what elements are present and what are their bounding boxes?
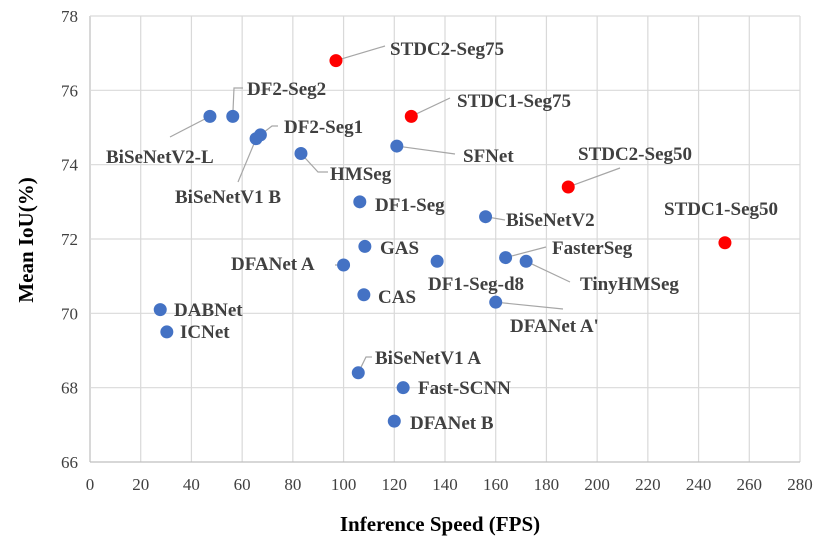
leader-line [300, 153, 328, 173]
data-label: BiSeNetV1 A [375, 348, 481, 369]
x-tick-label: 140 [432, 475, 458, 494]
data-point [430, 254, 444, 268]
data-label: STDC1-Seg75 [457, 91, 571, 112]
point-labels: STDC2-Seg75 STDC1-Seg75 STDC2-Seg50 STDC1-S… [106, 39, 778, 434]
data-point [337, 258, 351, 272]
data-label: DABNet [174, 300, 243, 321]
data-point [519, 254, 533, 268]
data-label: DF1-Seg-d8 [428, 274, 524, 295]
x-tick-label: 160 [483, 475, 509, 494]
data-point [249, 132, 263, 146]
data-point [489, 295, 503, 309]
data-point [353, 195, 367, 209]
x-tick-label: 40 [183, 475, 200, 494]
x-axis-title: Inference Speed (FPS) [340, 512, 540, 536]
data-label: DFANet A' [510, 316, 599, 337]
data-point [357, 288, 371, 302]
data-label: ICNet [180, 322, 230, 343]
leader-line [237, 138, 257, 183]
leader-line [396, 145, 456, 155]
y-tick-label: 74 [61, 156, 79, 175]
leader-line [505, 246, 547, 259]
data-label: CAS [378, 287, 416, 308]
data-point [390, 139, 404, 153]
data-point [294, 147, 308, 161]
leader-line [411, 97, 451, 117]
data-label: DFANet B [410, 413, 494, 434]
x-tick-label: 220 [635, 475, 661, 494]
y-tick-label: 72 [61, 230, 78, 249]
data-label: DFANet A [231, 254, 315, 275]
data-point [479, 210, 493, 224]
data-point [203, 109, 217, 123]
x-tick-label: 20 [132, 475, 149, 494]
data-label: STDC2-Seg50 [578, 144, 692, 165]
data-label: BiSeNetV2-L [106, 147, 214, 168]
y-tick-label: 78 [61, 7, 78, 26]
data-label: STDC1-Seg50 [664, 199, 778, 220]
y-tick-label: 70 [61, 304, 78, 323]
data-point [718, 236, 732, 250]
data-point [329, 54, 343, 68]
data-label: BiSeNetV2 [506, 210, 595, 231]
x-tick-label: 180 [534, 475, 560, 494]
data-point [404, 109, 418, 123]
x-tick-label: 240 [686, 475, 712, 494]
data-label: DF2-Seg1 [284, 117, 363, 138]
x-tick-label: 260 [737, 475, 763, 494]
data-label: SFNet [463, 146, 514, 167]
grid [89, 15, 801, 463]
data-point [499, 251, 513, 265]
leader-line [169, 115, 211, 138]
y-axis-title: Mean IoU(%) [14, 177, 38, 302]
data-point [387, 414, 401, 428]
data-point [396, 381, 410, 395]
data-point [561, 180, 575, 194]
x-tick-label: 200 [584, 475, 610, 494]
data-point [153, 303, 167, 317]
data-point [351, 366, 365, 380]
data-label: DF2-Seg2 [247, 79, 326, 100]
y-tick-label: 68 [61, 379, 78, 398]
y-tick-label: 76 [61, 81, 78, 100]
x-tick-label: 120 [382, 475, 408, 494]
leader-line [335, 45, 386, 62]
x-tick-label: 100 [331, 475, 357, 494]
data-label: TinyHMSeg [580, 274, 679, 295]
data-label: GAS [380, 238, 419, 259]
data-label: BiSeNetV1 B [175, 187, 281, 208]
data-point [160, 325, 174, 339]
x-tick-label: 80 [284, 475, 301, 494]
data-points [153, 54, 732, 428]
x-tick-label: 0 [86, 475, 95, 494]
leader-lines [169, 45, 621, 374]
tick-labels: 0 20 40 60 80 100 120 140 160 180 200 220 240 260 280 6… [61, 7, 813, 494]
data-point [226, 109, 240, 123]
data-label: FasterSeg [552, 238, 633, 259]
x-tick-label: 280 [787, 475, 813, 494]
leader-line [495, 301, 564, 310]
leader-line [232, 87, 243, 117]
data-label: HMSeg [330, 164, 392, 185]
x-tick-label: 60 [234, 475, 251, 494]
leader-line [525, 260, 571, 283]
data-point [358, 239, 372, 253]
data-label: DF1-Seg [375, 195, 445, 216]
data-label: STDC2-Seg75 [390, 39, 504, 60]
leader-line [568, 167, 621, 188]
y-tick-label: 66 [61, 453, 78, 472]
data-label: Fast-SCNN [418, 378, 511, 399]
